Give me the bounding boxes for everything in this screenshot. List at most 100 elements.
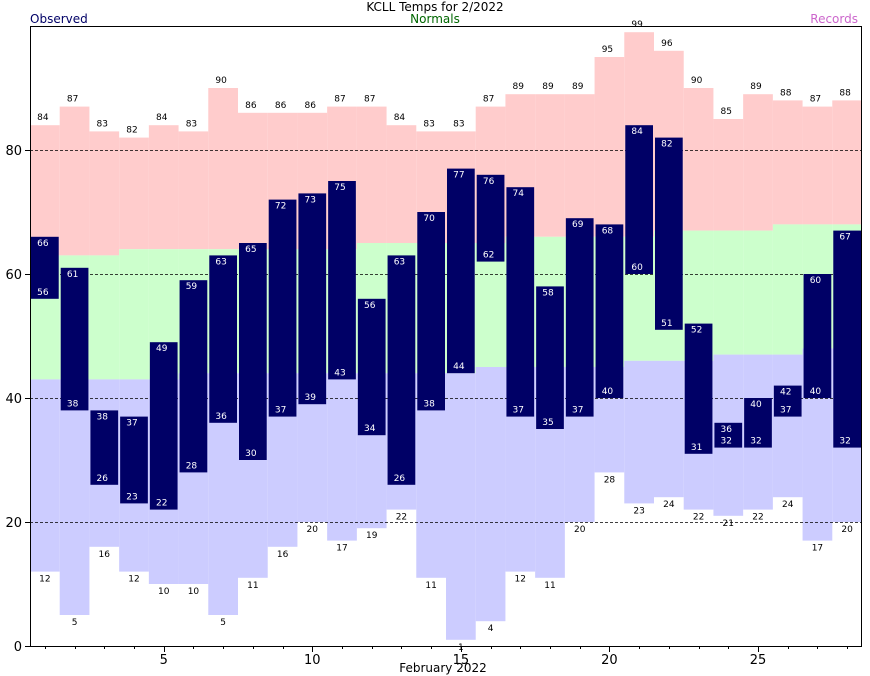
observed-bar xyxy=(773,385,802,417)
record-low-label: 12 xyxy=(515,575,526,585)
observed-high-label: 56 xyxy=(364,301,376,311)
record-low-band xyxy=(772,354,803,498)
observed-bar xyxy=(803,274,832,398)
plot-frame xyxy=(30,26,862,647)
record-high-label: 99 xyxy=(631,20,643,30)
observed-high-label: 73 xyxy=(305,195,316,205)
observed-high-label: 60 xyxy=(810,276,822,286)
observed-bar xyxy=(476,174,505,262)
observed-high-label: 49 xyxy=(156,344,168,354)
observed-bar xyxy=(655,137,683,330)
observed-high-label: 42 xyxy=(780,388,791,398)
observed-high-label: 59 xyxy=(186,282,198,292)
record-high-label: 89 xyxy=(572,82,584,92)
y-tick-label: 20 xyxy=(5,516,22,531)
record-high-label: 88 xyxy=(780,88,792,98)
record-low-label: 22 xyxy=(752,513,763,523)
record-high-label: 88 xyxy=(839,88,851,98)
record-high-band xyxy=(386,125,417,243)
legend-records: Records xyxy=(810,12,858,26)
record-high-band xyxy=(743,94,773,231)
observed-bar xyxy=(595,224,624,398)
observed-low-label: 39 xyxy=(305,393,317,403)
observed-low-label: 26 xyxy=(97,474,109,484)
normal-band xyxy=(119,249,149,380)
record-low-label: 20 xyxy=(574,525,586,535)
observed-high-label: 63 xyxy=(394,257,405,267)
observed-high-label: 84 xyxy=(631,127,643,137)
observed-high-label: 58 xyxy=(542,288,554,298)
record-high-label: 86 xyxy=(275,101,287,111)
record-low-label: 11 xyxy=(544,581,555,591)
observed-high-label: 70 xyxy=(423,214,435,224)
gridlines xyxy=(30,150,862,523)
y-tick-label: 40 xyxy=(5,392,22,407)
record-high-band xyxy=(208,88,238,250)
observed-low-label: 35 xyxy=(542,418,553,428)
observed-low-label: 60 xyxy=(631,263,643,273)
record-high-label: 87 xyxy=(364,95,375,105)
observed-low-label: 38 xyxy=(67,399,79,409)
record-low-label: 10 xyxy=(188,587,200,597)
record-high-band xyxy=(30,125,60,256)
observed-low-label: 37 xyxy=(780,406,791,416)
record-high-label: 85 xyxy=(721,107,732,117)
chart-title: KCLL Temps for 2/2022 xyxy=(366,0,504,14)
record-high-band xyxy=(772,100,803,225)
observed-bar xyxy=(625,125,653,274)
observed-bar xyxy=(149,342,178,510)
observed-bar xyxy=(209,255,237,423)
observed-bar xyxy=(714,422,743,448)
observed-bar xyxy=(536,286,564,429)
observed-high-label: 76 xyxy=(483,177,495,187)
record-low-label: 24 xyxy=(782,500,794,510)
observed-bar xyxy=(387,255,416,485)
observed-bar xyxy=(684,323,713,454)
observed-bar xyxy=(268,199,297,417)
observed-bar xyxy=(298,193,327,405)
observed-low-label: 36 xyxy=(215,412,227,422)
record-high-band xyxy=(356,106,387,243)
record-high-label: 83 xyxy=(186,119,197,129)
observed-low-label: 28 xyxy=(186,461,198,471)
record-low-label: 17 xyxy=(336,544,347,554)
record-high-label: 96 xyxy=(661,39,673,49)
observed-high-label: 68 xyxy=(602,226,614,236)
observed-low-label: 32 xyxy=(721,437,732,447)
record-high-band xyxy=(832,100,862,225)
legend-observed: Observed xyxy=(30,12,88,26)
observed-high-label: 67 xyxy=(839,233,850,243)
record-high-label: 87 xyxy=(334,95,345,105)
record-high-band xyxy=(802,106,833,225)
record-low-label: 17 xyxy=(812,544,823,554)
observed-bar xyxy=(417,212,445,411)
record-high-label: 82 xyxy=(126,126,137,136)
record-high-label: 89 xyxy=(542,82,554,92)
observed-low-label: 38 xyxy=(423,399,435,409)
record-low-band xyxy=(475,367,506,622)
record-low-label: 22 xyxy=(693,513,704,523)
observed-low-label: 44 xyxy=(453,362,465,372)
record-high-label: 87 xyxy=(67,95,78,105)
observed-low-label: 40 xyxy=(602,387,614,397)
record-high-band xyxy=(535,94,565,237)
record-low-label: 10 xyxy=(158,587,170,597)
observed-bars xyxy=(31,125,861,510)
observed-low-label: 37 xyxy=(275,406,286,416)
record-high-label: 83 xyxy=(423,119,434,129)
record-high-band xyxy=(148,125,179,250)
record-low-label: 11 xyxy=(247,581,258,591)
record-high-label: 84 xyxy=(156,113,168,123)
observed-high-label: 72 xyxy=(275,202,286,212)
observed-bar xyxy=(179,280,208,473)
observed-high-label: 63 xyxy=(215,257,226,267)
record-high-band xyxy=(119,137,149,250)
record-high-label: 87 xyxy=(810,95,821,105)
record-high-label: 86 xyxy=(245,101,257,111)
observed-low-label: 43 xyxy=(334,368,345,378)
observed-high-label: 77 xyxy=(453,171,464,181)
observed-bar xyxy=(31,236,59,299)
observed-low-label: 62 xyxy=(483,251,494,261)
